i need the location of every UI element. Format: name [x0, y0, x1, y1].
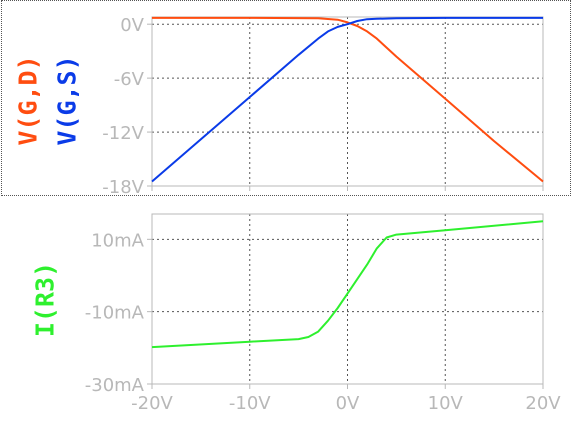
bottom-x-tick-label: -20V — [131, 393, 173, 414]
top-chart: 0V -6V -12V -18V — [102, 15, 544, 198]
bottom-x-tick-label: -10V — [229, 393, 271, 414]
series-line-v-g-d — [152, 16, 544, 183]
bottom-chart: 10mA -10mA -30mA-20V -10V 0V 10V 20V — [85, 213, 561, 414]
bottom-y-tick-label: 10mA — [91, 230, 144, 251]
top-y-tick-label: -18V — [102, 177, 144, 198]
bottom-y-tick-label: -10mA — [85, 303, 145, 324]
bottom-x-tick-label: 10V — [428, 393, 464, 414]
series-line-v-g-s — [151, 16, 543, 183]
top-y-tick-label: 0V — [120, 15, 144, 36]
bottom-x-tick-label: 20V — [525, 393, 561, 414]
bottom-pane: I(R3) 10mA -10mA -30mA -20V -10V 0V 10V 20V — [0, 198, 574, 425]
top-y-tick-label: -6V — [114, 69, 145, 90]
bottom-y-tick-label: -30mA — [85, 375, 145, 396]
top-plot-frame — [151, 16, 544, 187]
series-line-i-r3 — [151, 220, 544, 349]
bottom-x-tick-label: 0V — [336, 393, 360, 414]
bottom-plot-frame — [151, 213, 544, 385]
top-y-tick-label: -12V — [102, 123, 144, 144]
top-pane: V(G,D) V(G,S) 0V -6V -12V -18V — [0, 0, 574, 198]
